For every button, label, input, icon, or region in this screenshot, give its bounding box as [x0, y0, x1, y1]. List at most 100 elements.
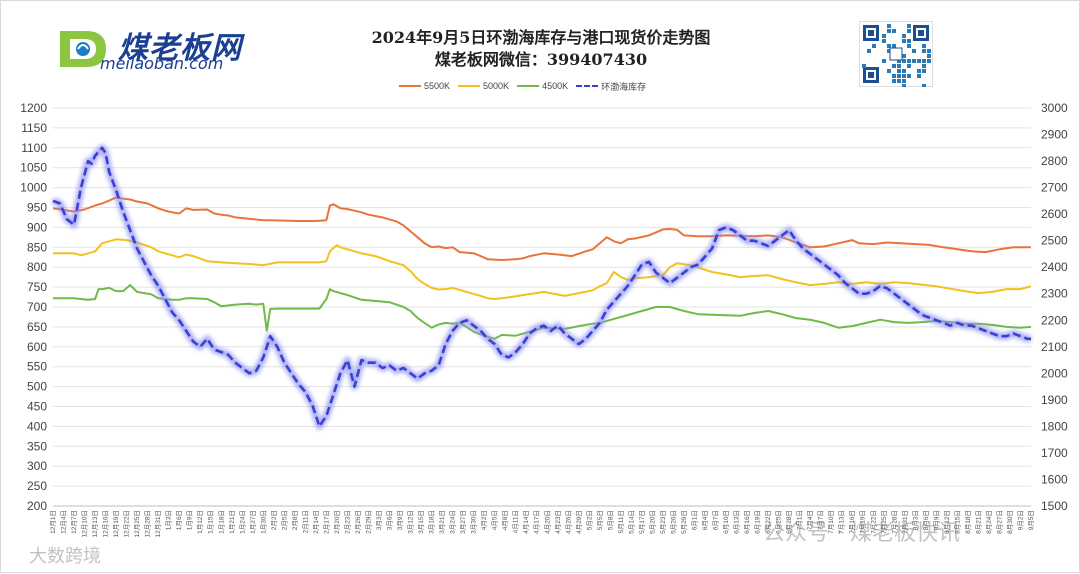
- qr-module: [902, 69, 906, 73]
- x-tick-label: 7月10日: [827, 510, 835, 534]
- y-right-tick-label: 2400: [1041, 260, 1068, 274]
- y-right-tick-label: 2900: [1041, 128, 1068, 142]
- y-right-tick-label: 2200: [1041, 313, 1068, 327]
- x-tick-label: 9月5日: [1027, 510, 1035, 530]
- qr-module: [897, 64, 901, 68]
- x-tick-label: 6月4日: [701, 510, 709, 530]
- x-tick-label: 7月31日: [901, 510, 909, 534]
- x-tick-label: 6月28日: [785, 510, 793, 534]
- y-left-tick-label: 1050: [20, 161, 47, 175]
- qr-module: [922, 49, 926, 53]
- qr-module: [902, 79, 906, 83]
- brand-url: meilaoban.com: [100, 54, 224, 73]
- y-left-tick-label: 550: [27, 360, 47, 374]
- qr-module: [897, 59, 901, 63]
- qr-module: [902, 39, 906, 43]
- qr-module: [922, 69, 926, 73]
- qr-module: [897, 74, 901, 78]
- legend-label-5500k: 5500K: [424, 81, 451, 91]
- y-right-tick-label: 2500: [1041, 234, 1068, 248]
- y-left-tick-label: 800: [27, 260, 47, 274]
- qr-module: [892, 74, 896, 78]
- series-5500k-line: [52, 196, 1031, 261]
- x-tick-label: 3月30日: [470, 510, 478, 534]
- x-tick-label: 8月30日: [1006, 510, 1014, 534]
- watermark-right: 公众号 · 煤老板快讯: [763, 521, 960, 546]
- x-tick-label: 2月23日: [343, 510, 351, 534]
- x-tick-label: 3月27日: [459, 510, 467, 534]
- series-4500k-line: [53, 284, 1032, 340]
- x-tick-label: 2月14日: [312, 510, 320, 534]
- x-tick-label: 4月14日: [522, 510, 530, 534]
- y-left-tick-label: 850: [27, 240, 47, 254]
- qr-module: [892, 79, 896, 83]
- qr-module: [907, 59, 911, 63]
- x-tick-label: 3月3日: [375, 510, 383, 530]
- series-inventory-line: [52, 146, 1031, 428]
- qr-module: [912, 49, 916, 53]
- qr-module: [917, 74, 921, 78]
- x-tick-label: 7月16日: [848, 510, 856, 534]
- y-left-tick-label: 1200: [20, 101, 47, 115]
- x-tick-label: 5月5日: [596, 510, 604, 530]
- x-tick-label: 8月27日: [995, 510, 1003, 534]
- qr-module: [867, 49, 871, 53]
- qr-module: [927, 59, 931, 63]
- legend-swatch-5000k: [458, 85, 481, 87]
- x-tick-label: 6月1日: [690, 510, 698, 530]
- x-tick-label: 6月22日: [764, 510, 772, 534]
- x-tick-label: 1月15日: [207, 510, 215, 534]
- qr-module: [882, 34, 886, 38]
- x-tick-label: 2月2日: [270, 510, 278, 530]
- legend-item-5000k: 5000K: [458, 81, 509, 91]
- x-tick-label: 7月7日: [817, 510, 825, 530]
- x-tick-label: 3月18日: [428, 510, 436, 534]
- y-left-tick-label: 350: [27, 439, 47, 453]
- x-tick-label: 1月27日: [249, 510, 257, 534]
- legend-label-4500k: 4500K: [542, 81, 569, 91]
- x-tick-label: 5月8日: [606, 510, 614, 530]
- y-left-tick-label: 400: [27, 419, 47, 433]
- y-left-tick-label: 1000: [20, 181, 47, 195]
- x-tick-label: 1月9日: [186, 510, 194, 530]
- qr-module: [927, 49, 931, 53]
- x-tick-label: 8月6日: [922, 510, 930, 530]
- x-tick-label: 1月3日: [165, 510, 173, 530]
- y-left-tick-label: 600: [27, 340, 47, 354]
- x-tick-label: 8月12日: [943, 510, 951, 534]
- y-right-tick-label: 1800: [1041, 419, 1068, 433]
- x-tick-label: 5月20日: [648, 510, 656, 534]
- x-tick-label: 2月29日: [364, 510, 372, 534]
- qr-module: [887, 29, 891, 33]
- qr-module: [887, 24, 891, 28]
- x-tick-label: 12月1日: [49, 510, 57, 534]
- qr-module: [907, 44, 911, 48]
- y-right-tick-label: 2100: [1041, 340, 1068, 354]
- x-tick-label: 3月12日: [407, 510, 415, 534]
- x-tick-label: 12月22日: [123, 510, 131, 537]
- x-tick-label: 12月7日: [70, 510, 78, 534]
- x-tick-label: 3月24日: [449, 510, 457, 534]
- qr-module: [862, 64, 866, 68]
- x-tick-label: 7月13日: [838, 510, 846, 534]
- legend-item-inventory: 环渤海库存: [576, 80, 646, 93]
- x-tick-label: 3月15日: [417, 510, 425, 534]
- x-tick-label: 7月28日: [890, 510, 898, 534]
- x-tick-label: 7月25日: [880, 510, 888, 534]
- x-tick-label: 8月21日: [974, 510, 982, 534]
- qr-module: [887, 49, 891, 53]
- qr-module: [922, 64, 926, 68]
- title-line-1: 2024年9月5日环渤海库存与港口现货价走势图: [371, 28, 711, 47]
- x-tick-label: 4月2日: [480, 510, 488, 530]
- qr-module: [902, 54, 906, 58]
- y-left-tick-label: 250: [27, 479, 47, 493]
- x-tick-label: 12月4日: [60, 510, 68, 534]
- qr-module: [902, 59, 906, 63]
- qr-module: [882, 59, 886, 63]
- x-tick-label: 6月7日: [712, 510, 720, 530]
- qr-module: [917, 59, 921, 63]
- x-tick-label: 1月24日: [238, 510, 246, 534]
- qr-module: [892, 44, 896, 48]
- y-left-tick-label: 200: [27, 499, 47, 513]
- x-tick-label: 7月19日: [859, 510, 867, 534]
